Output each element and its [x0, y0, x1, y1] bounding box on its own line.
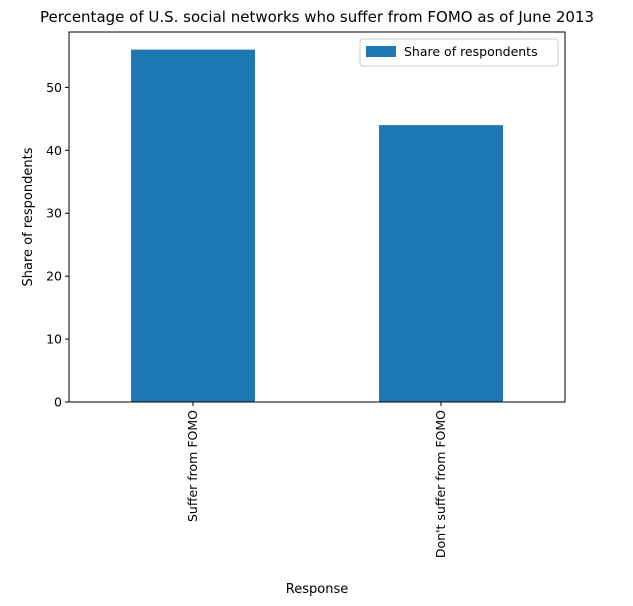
- y-tick-label-5: 50: [46, 80, 62, 95]
- chart-title: Percentage of U.S. social networks who s…: [40, 8, 594, 26]
- legend: Share of respondents: [359, 38, 559, 67]
- legend-frame: [359, 38, 559, 67]
- y-axis-label: Share of respondents: [21, 147, 36, 286]
- y-tick-label-4: 40: [46, 143, 62, 158]
- ticks-group: Suffer from FOMO Don't suffer from FOMO 0 1…: [46, 80, 448, 558]
- y-tick-label-3: 30: [46, 206, 62, 221]
- x-axis-label: Response: [286, 582, 348, 597]
- y-tick-label-2: 20: [46, 269, 62, 284]
- bars-group: [131, 49, 503, 403]
- y-tick-label-0: 0: [54, 395, 62, 410]
- plot-frame: [68, 31, 566, 403]
- y-tick-label-1: 10: [46, 332, 62, 347]
- legend-label: Share of respondents: [404, 44, 538, 59]
- x-tick-label-0: Suffer from FOMO: [185, 410, 200, 522]
- bar-0: [131, 49, 255, 402]
- x-tick-label-1: Don't suffer from FOMO: [433, 410, 448, 558]
- bar-1: [379, 125, 503, 403]
- legend-swatch: [366, 46, 396, 57]
